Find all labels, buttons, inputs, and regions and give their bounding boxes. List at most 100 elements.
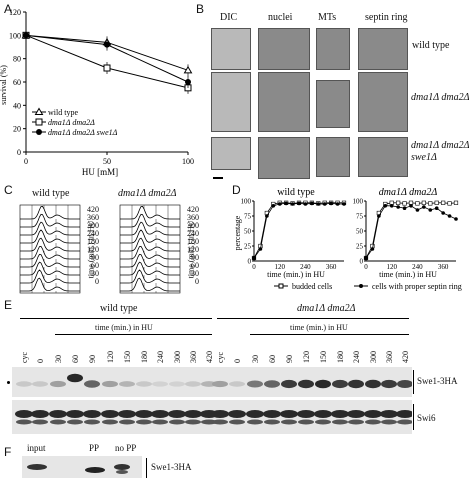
- y-tick-label: 120: [9, 8, 21, 17]
- band-swi6-lower: [315, 419, 331, 425]
- data-point-swe: [23, 32, 29, 39]
- lane-label: 240: [352, 351, 361, 363]
- image-swe-septin: [358, 137, 408, 177]
- lane-label: 60: [71, 355, 80, 363]
- row-dma1-dma2: dma1Δ dma2Δ: [411, 92, 470, 103]
- y-tick-label: 40: [13, 101, 21, 110]
- facs-profile-wt: [20, 269, 80, 284]
- facs-profile-wt: [20, 277, 80, 292]
- band-swi6: [83, 410, 101, 418]
- facs-tick: 0: [195, 277, 199, 286]
- band-swe1: [16, 381, 32, 387]
- band-swi6-lower: [185, 419, 201, 425]
- band-swe1: [365, 379, 381, 389]
- band-swi6-lower: [332, 419, 348, 425]
- septin-point-ring: [434, 206, 439, 210]
- septin-y-tick-label: 50: [244, 228, 252, 236]
- septin-point-ring: [389, 204, 394, 208]
- band-swe1: [67, 373, 83, 383]
- septin-y-tick-label: 0: [248, 258, 252, 266]
- facs-tick: 420: [187, 205, 199, 214]
- facs-ylabel-wt: time (min.) in HU: [86, 220, 96, 279]
- legend-dma1-dma2-swe1: dma1Δ dma2Δ swe1Δ: [48, 128, 118, 137]
- legend-marker-triangle: [34, 107, 44, 115]
- band-swi6-lower: [264, 419, 280, 425]
- band-swi6-lower: [397, 419, 413, 425]
- band-swi6: [49, 410, 67, 418]
- septin-point-ring: [377, 214, 381, 218]
- facs-tick: 120: [187, 245, 199, 254]
- septin-point-budded: [421, 200, 426, 205]
- panel-label-b: B: [196, 2, 205, 16]
- septin-y-tick-label: 100: [241, 198, 252, 206]
- band-swe1: [136, 381, 152, 387]
- lane-label: 300: [173, 351, 182, 363]
- septin-point-ring: [265, 214, 269, 218]
- data-point-wt: [183, 65, 193, 74]
- facs-tick: 120: [87, 245, 99, 254]
- y-tick-label: 100: [9, 31, 21, 40]
- y-tick-label: 60: [13, 78, 21, 87]
- septin-point-ring: [441, 211, 445, 215]
- band-swe1: [229, 381, 245, 387]
- facs-tick: 360: [87, 213, 99, 222]
- f-lane-input: input: [27, 443, 46, 453]
- band-label-swi6: Swi6: [417, 413, 436, 423]
- band-label-f: Swe1-3HA: [151, 462, 192, 472]
- blot-f-bracket: [146, 458, 147, 478]
- band-swe1: [185, 381, 201, 387]
- lane-label: 180: [140, 351, 149, 363]
- band-swi6: [184, 410, 202, 418]
- band-swi6: [297, 410, 315, 418]
- band-swe1: [381, 379, 397, 389]
- band-swi6-lower: [67, 419, 83, 425]
- septin-point-ring: [402, 206, 407, 210]
- facs-tick: 60: [91, 261, 99, 270]
- band-swe1: [102, 380, 118, 388]
- band-swe1: [397, 380, 413, 388]
- facs-profile-dma: [120, 221, 180, 236]
- y-tick-label: 80: [13, 55, 21, 64]
- band-swi6-lower: [152, 419, 168, 425]
- septin-x-tick-label: 240: [412, 263, 423, 271]
- septin-charts-plots: 0 25 50 75 100 0 120 240 360 0 25 50 75 100 0 120 240 360: [241, 198, 459, 289]
- band-swi6-lower: [229, 419, 245, 425]
- survival-chart-ylabel: survival (%): [0, 65, 8, 105]
- survival-chart-plot: 0 20 40 60 80 100 120 0 50 100: [9, 8, 194, 166]
- facs-tick: 0: [95, 277, 99, 286]
- band-swi6: [280, 410, 298, 418]
- band-swi6-lower: [348, 419, 364, 425]
- septin-x-tick-label: 360: [438, 263, 449, 271]
- blot-swe1-bracket: [413, 370, 414, 394]
- septin-point-ring: [396, 205, 400, 209]
- septin-point-ring: [454, 217, 458, 221]
- septin-point-ring: [383, 204, 388, 208]
- band-swi6-lower: [102, 419, 118, 425]
- lane-label: 120: [106, 351, 115, 363]
- septin-point-ring: [284, 201, 288, 206]
- band-swi6: [396, 410, 414, 418]
- band-swi6-lower: [201, 419, 217, 425]
- band-swi6-lower: [281, 419, 297, 425]
- facs-profile-dma: [120, 245, 180, 260]
- blot-title-dma: dma1Δ dma2Δ: [297, 303, 356, 314]
- septin-point-ring: [303, 202, 308, 206]
- blot-marker-dot: [7, 381, 10, 384]
- band-swe1: [50, 380, 66, 388]
- blot-title-wt: wild type: [100, 303, 138, 314]
- survival-chart: 0 20 40 60 80 100 120 0 50 100 HU [mM] survival (…: [0, 8, 194, 177]
- lane-label: 0: [36, 359, 45, 363]
- septin-x-tick-label: 360: [326, 263, 337, 271]
- blot-time-label-dma: time (min.) in HU: [290, 323, 348, 332]
- survival-chart-xlabel: HU [mM]: [82, 167, 118, 177]
- band-input: [27, 464, 47, 470]
- blot-f-bands: [27, 464, 130, 474]
- septin-point-ring: [342, 202, 346, 206]
- band-swe1: [84, 380, 100, 388]
- band-swi6: [15, 410, 33, 418]
- facs-tick: 240: [187, 229, 199, 238]
- septin-legend-septin: cells with proper septin ring: [372, 282, 462, 291]
- band-swi6-lower: [365, 419, 381, 425]
- x-tick-label: 0: [24, 157, 28, 166]
- band-swi6-lower: [247, 419, 263, 425]
